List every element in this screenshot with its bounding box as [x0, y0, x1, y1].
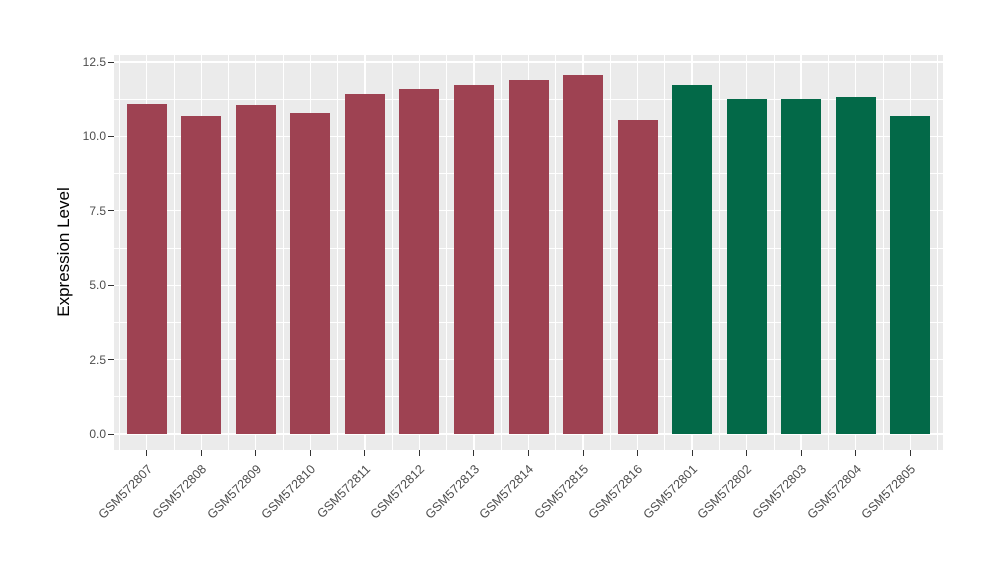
x-tick-label: GSM572813: [422, 462, 482, 522]
bar-GSM572810: [290, 112, 331, 434]
x-tick-label: GSM572815: [531, 462, 591, 522]
x-tick-label: GSM572812: [367, 462, 428, 522]
y-tick-label: 12.5: [82, 55, 106, 69]
x-tick-label: GSM572814: [476, 462, 537, 522]
gridline-minor-vertical: [391, 55, 393, 450]
bar-GSM572805: [890, 115, 931, 434]
x-tick-mark: [200, 450, 202, 456]
bar-GSM572808: [181, 116, 222, 434]
bar-GSM572816: [617, 120, 658, 434]
bar-GSM572813: [453, 84, 494, 434]
x-tick-mark: [637, 450, 639, 456]
x-tick-label: GSM572804: [804, 462, 864, 522]
x-tick-mark: [528, 450, 529, 456]
x-tick-mark: [855, 450, 857, 456]
x-tick-label: GSM572805: [858, 462, 919, 522]
bar-GSM572802: [726, 98, 767, 434]
x-tick-label: GSM572810: [258, 462, 319, 522]
x-tick-label: GSM572809: [204, 462, 264, 522]
gridline-minor-vertical: [937, 55, 938, 450]
y-tick-mark: [108, 284, 114, 286]
x-tick-label: GSM572816: [586, 462, 646, 522]
x-tick-label: GSM572802: [695, 462, 755, 522]
y-tick-label: 2.5: [89, 352, 106, 367]
x-tick-mark: [473, 450, 475, 456]
y-tick-label: 5.0: [89, 278, 106, 293]
bar-GSM572811: [344, 93, 385, 434]
gridline-minor-vertical: [828, 55, 829, 450]
x-tick-label: GSM572808: [149, 462, 210, 522]
gridline-minor-vertical: [337, 55, 338, 450]
bar-GSM572803: [781, 98, 822, 434]
bar-GSM572814: [508, 79, 549, 434]
gridline-minor-vertical: [609, 55, 611, 450]
x-tick-mark: [582, 450, 584, 456]
y-tick-mark: [108, 433, 114, 435]
y-tick-label: 7.5: [89, 203, 106, 218]
plot-panel: [114, 55, 943, 450]
x-tick-label: GSM572807: [95, 462, 155, 522]
bar-GSM572812: [399, 88, 440, 434]
gridline-minor-vertical: [446, 55, 448, 450]
y-tick-mark: [108, 210, 114, 212]
x-tick-mark: [146, 450, 148, 456]
y-tick-mark: [108, 135, 114, 137]
gridline-minor-vertical: [719, 55, 720, 450]
y-tick-label: 0.0: [89, 427, 106, 441]
x-tick-mark: [418, 450, 420, 456]
gridline-minor-vertical: [119, 55, 120, 450]
bar-GSM572801: [672, 84, 713, 434]
gridline-minor-vertical: [228, 55, 229, 450]
bar-GSM572807: [126, 103, 167, 434]
x-tick-label: GSM572811: [313, 462, 373, 521]
y-tick-label: 10.0: [82, 129, 106, 144]
bar-GSM572809: [235, 105, 276, 434]
y-tick-mark: [108, 61, 114, 63]
x-tick-mark: [255, 450, 257, 456]
x-tick-mark: [909, 450, 911, 456]
x-tick-mark: [691, 450, 693, 456]
bar-GSM572815: [563, 74, 604, 434]
gridline-minor-vertical: [882, 55, 884, 450]
x-tick-mark: [800, 450, 802, 456]
x-tick-label: GSM572803: [749, 462, 810, 522]
x-axis-tick-labels: GSM572807 GSM572808 GSM572809 GSM572810 GSM5…: [95, 450, 943, 540]
gridline-minor-vertical: [173, 55, 175, 450]
y-axis-tick-labels: 0.0 2.5 5.0 7.5 10.0 12.5: [0, 55, 106, 450]
gridline-minor-vertical: [282, 55, 284, 450]
gridline-minor-vertical: [500, 55, 502, 450]
x-tick-mark: [364, 450, 366, 456]
bar-GSM572804: [835, 97, 876, 434]
x-tick-label: GSM572801: [640, 462, 701, 522]
gridline-minor-vertical: [555, 55, 557, 450]
x-tick-mark: [309, 450, 311, 456]
x-tick-mark: [746, 450, 748, 456]
y-tick-mark: [108, 359, 114, 361]
gridline-minor-vertical: [664, 55, 666, 450]
gridline-minor-vertical: [773, 55, 775, 450]
